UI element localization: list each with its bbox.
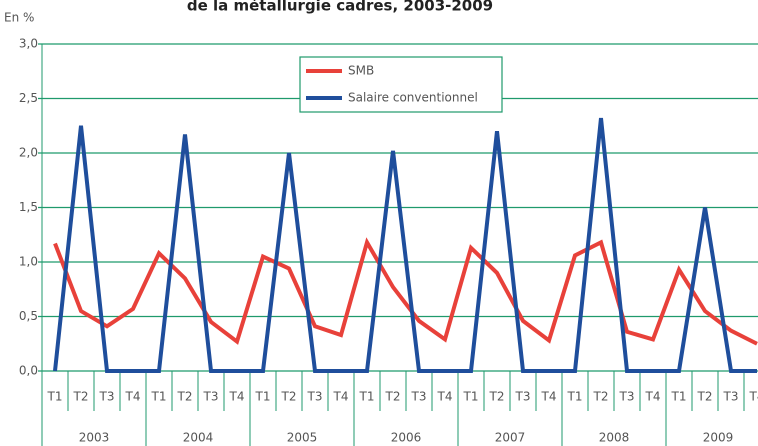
x-tick-label: T3 [515, 390, 531, 404]
y-tick-label: 1,5 [19, 200, 38, 214]
x-tick-label: T1 [255, 390, 271, 404]
legend-box [299, 56, 503, 113]
x-tick-label: T4 [333, 390, 349, 404]
chart-title: de la métallurgie cadres, 2003-2009 [187, 0, 493, 15]
x-tick-label: T1 [567, 390, 583, 404]
x-tick-label: T1 [151, 390, 167, 404]
y-tick-label: 3,0 [19, 37, 38, 51]
legend-label: SMB [348, 64, 374, 78]
x-tick-label: T1 [359, 390, 375, 404]
x-group-label: 2008 [599, 431, 630, 445]
y-tick-label: 0,5 [19, 309, 38, 323]
y-tick-label: 2,0 [19, 146, 38, 160]
x-group-label: 2009 [703, 431, 734, 445]
x-group-label: 2003 [79, 431, 110, 445]
x-tick-label: T2 [177, 390, 193, 404]
x-tick-label: T2 [593, 390, 609, 404]
x-tick-label: T4 [437, 390, 453, 404]
x-tick-label: T3 [307, 390, 323, 404]
y-tick-label: 2,5 [19, 91, 38, 105]
x-tick-label: T3 [619, 390, 635, 404]
x-tick-label: T1 [463, 390, 479, 404]
x-tick-label: T2 [697, 390, 713, 404]
x-group-label: 2006 [391, 431, 422, 445]
x-tick-label: T3 [411, 390, 427, 404]
x-tick-label: T4 [125, 390, 141, 404]
x-tick-label: T2 [73, 390, 89, 404]
x-tick-label: T4 [229, 390, 245, 404]
x-group-label: 2007 [495, 431, 526, 445]
y-axis-label: En % [4, 11, 34, 25]
x-tick-label: T3 [99, 390, 115, 404]
x-tick-label: T4 [645, 390, 661, 404]
x-tick-label: T2 [385, 390, 401, 404]
legend-label: Salaire conventionnel [348, 91, 478, 105]
x-tick-label: T3 [203, 390, 219, 404]
x-tick-label: T2 [489, 390, 505, 404]
x-tick-label: T4 [541, 390, 557, 404]
x-tick-label: T1 [671, 390, 687, 404]
x-tick-label: T2 [281, 390, 297, 404]
x-tick-label: T4 [749, 390, 758, 404]
x-tick-label: T3 [723, 390, 739, 404]
x-group-label: 2004 [183, 431, 214, 445]
y-tick-label: 1,0 [19, 255, 38, 269]
x-group-label: 2005 [287, 431, 318, 445]
y-tick-label: 0,0 [19, 364, 38, 378]
x-tick-label: T1 [47, 390, 63, 404]
series-line [53, 117, 757, 373]
